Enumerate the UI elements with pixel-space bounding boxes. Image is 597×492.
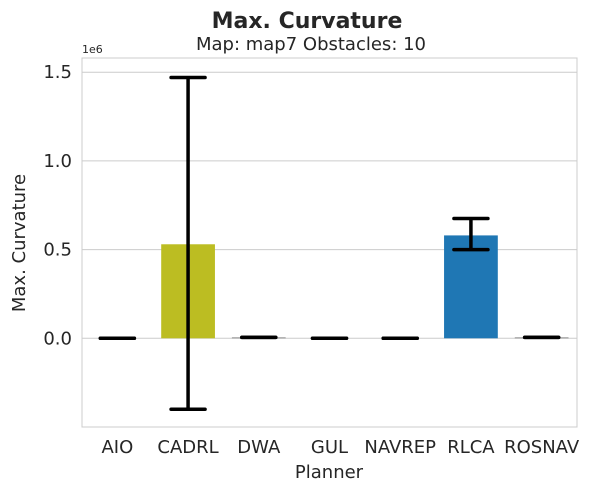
y-tick-label: 0.0 (43, 328, 72, 349)
x-tick-label: ROSNAV (504, 437, 580, 458)
x-tick-label: RLCA (447, 437, 495, 458)
x-tick-label: DWA (237, 437, 281, 458)
x-tick-label: AIO (101, 437, 133, 458)
plot-frame (82, 58, 577, 427)
y-tick-label: 1.0 (43, 151, 72, 172)
y-offset-label: 1e6 (82, 43, 103, 56)
y-tick-labels: 0.0 0.5 1.0 1.5 (43, 62, 72, 349)
grid-layer (82, 72, 577, 338)
bar-layer (161, 235, 568, 338)
x-tick-label: NAVREP (364, 437, 436, 458)
y-axis-label: Max. Curvature (9, 174, 30, 312)
chart-title: Max. Curvature (212, 9, 403, 34)
x-axis-label: Planner (295, 462, 364, 483)
y-tick-label: 1.5 (43, 62, 72, 83)
x-tick-label: GUL (311, 437, 348, 458)
chart-subtitle: Map: map7 Obstacles: 10 (196, 34, 426, 55)
x-tick-labels: AIO CADRL DWA GUL NAVREP RLCA ROSNAV (101, 437, 579, 458)
errorbar-cadrl (171, 78, 205, 410)
y-tick-label: 0.5 (43, 240, 72, 261)
x-tick-label: CADRL (157, 437, 218, 458)
